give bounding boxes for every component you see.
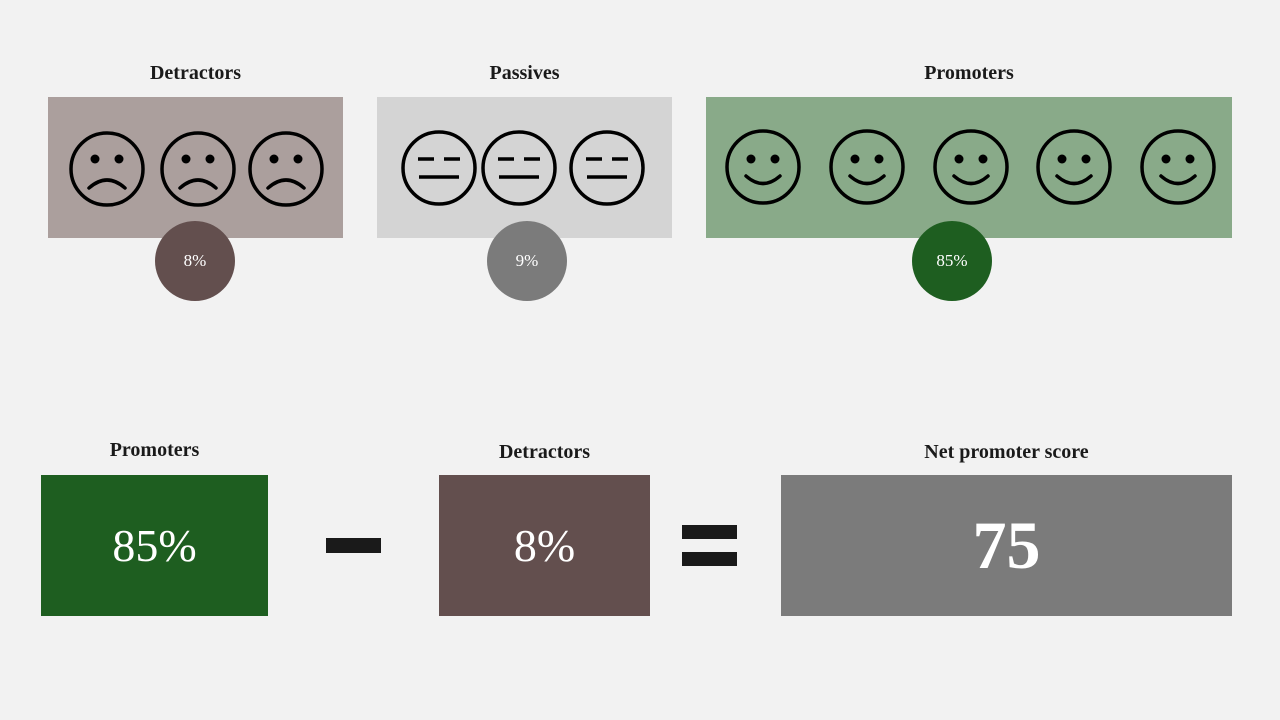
smiley-face-icon: [827, 127, 907, 207]
passives-percent-badge: 9%: [487, 221, 567, 301]
neutral-face-icon: [479, 128, 559, 208]
nps-box: 75: [781, 475, 1232, 616]
smiley-face-icon: [1034, 127, 1114, 207]
neutral-face-icon: [399, 128, 479, 208]
detractors-heading: Detractors: [149, 62, 242, 84]
neutral-face-icon: [567, 128, 647, 208]
formula-promoters-box: 85%: [41, 475, 268, 616]
nps-value: 75: [972, 507, 1041, 583]
formula-detractors-value: 8%: [513, 520, 576, 571]
smiley-face-icon: [931, 127, 1011, 207]
smiley-face-icon: [723, 127, 803, 207]
formula-detractors-heading: Detractors: [498, 441, 591, 463]
minus-icon: [326, 538, 381, 553]
formula-promoters-heading: Promoters: [109, 439, 200, 461]
smiley-face-icon: [1138, 127, 1218, 207]
promoters-panel: [706, 97, 1232, 238]
sad-face-icon: [67, 129, 147, 209]
formula-detractors-box: 8%: [439, 475, 650, 616]
passives-heading: Passives: [489, 62, 560, 84]
detractors-percent-badge: 8%: [155, 221, 235, 301]
passives-panel: [377, 97, 672, 238]
sad-face-icon: [158, 129, 238, 209]
promoters-percent-badge: 85%: [912, 221, 992, 301]
formula-promoters-value: 85%: [112, 520, 197, 571]
detractors-panel: [48, 97, 343, 238]
equals-icon: [682, 525, 737, 567]
nps-heading: Net promoter score: [924, 441, 1089, 463]
promoters-heading: Promoters: [924, 62, 1014, 84]
sad-face-icon: [246, 129, 326, 209]
